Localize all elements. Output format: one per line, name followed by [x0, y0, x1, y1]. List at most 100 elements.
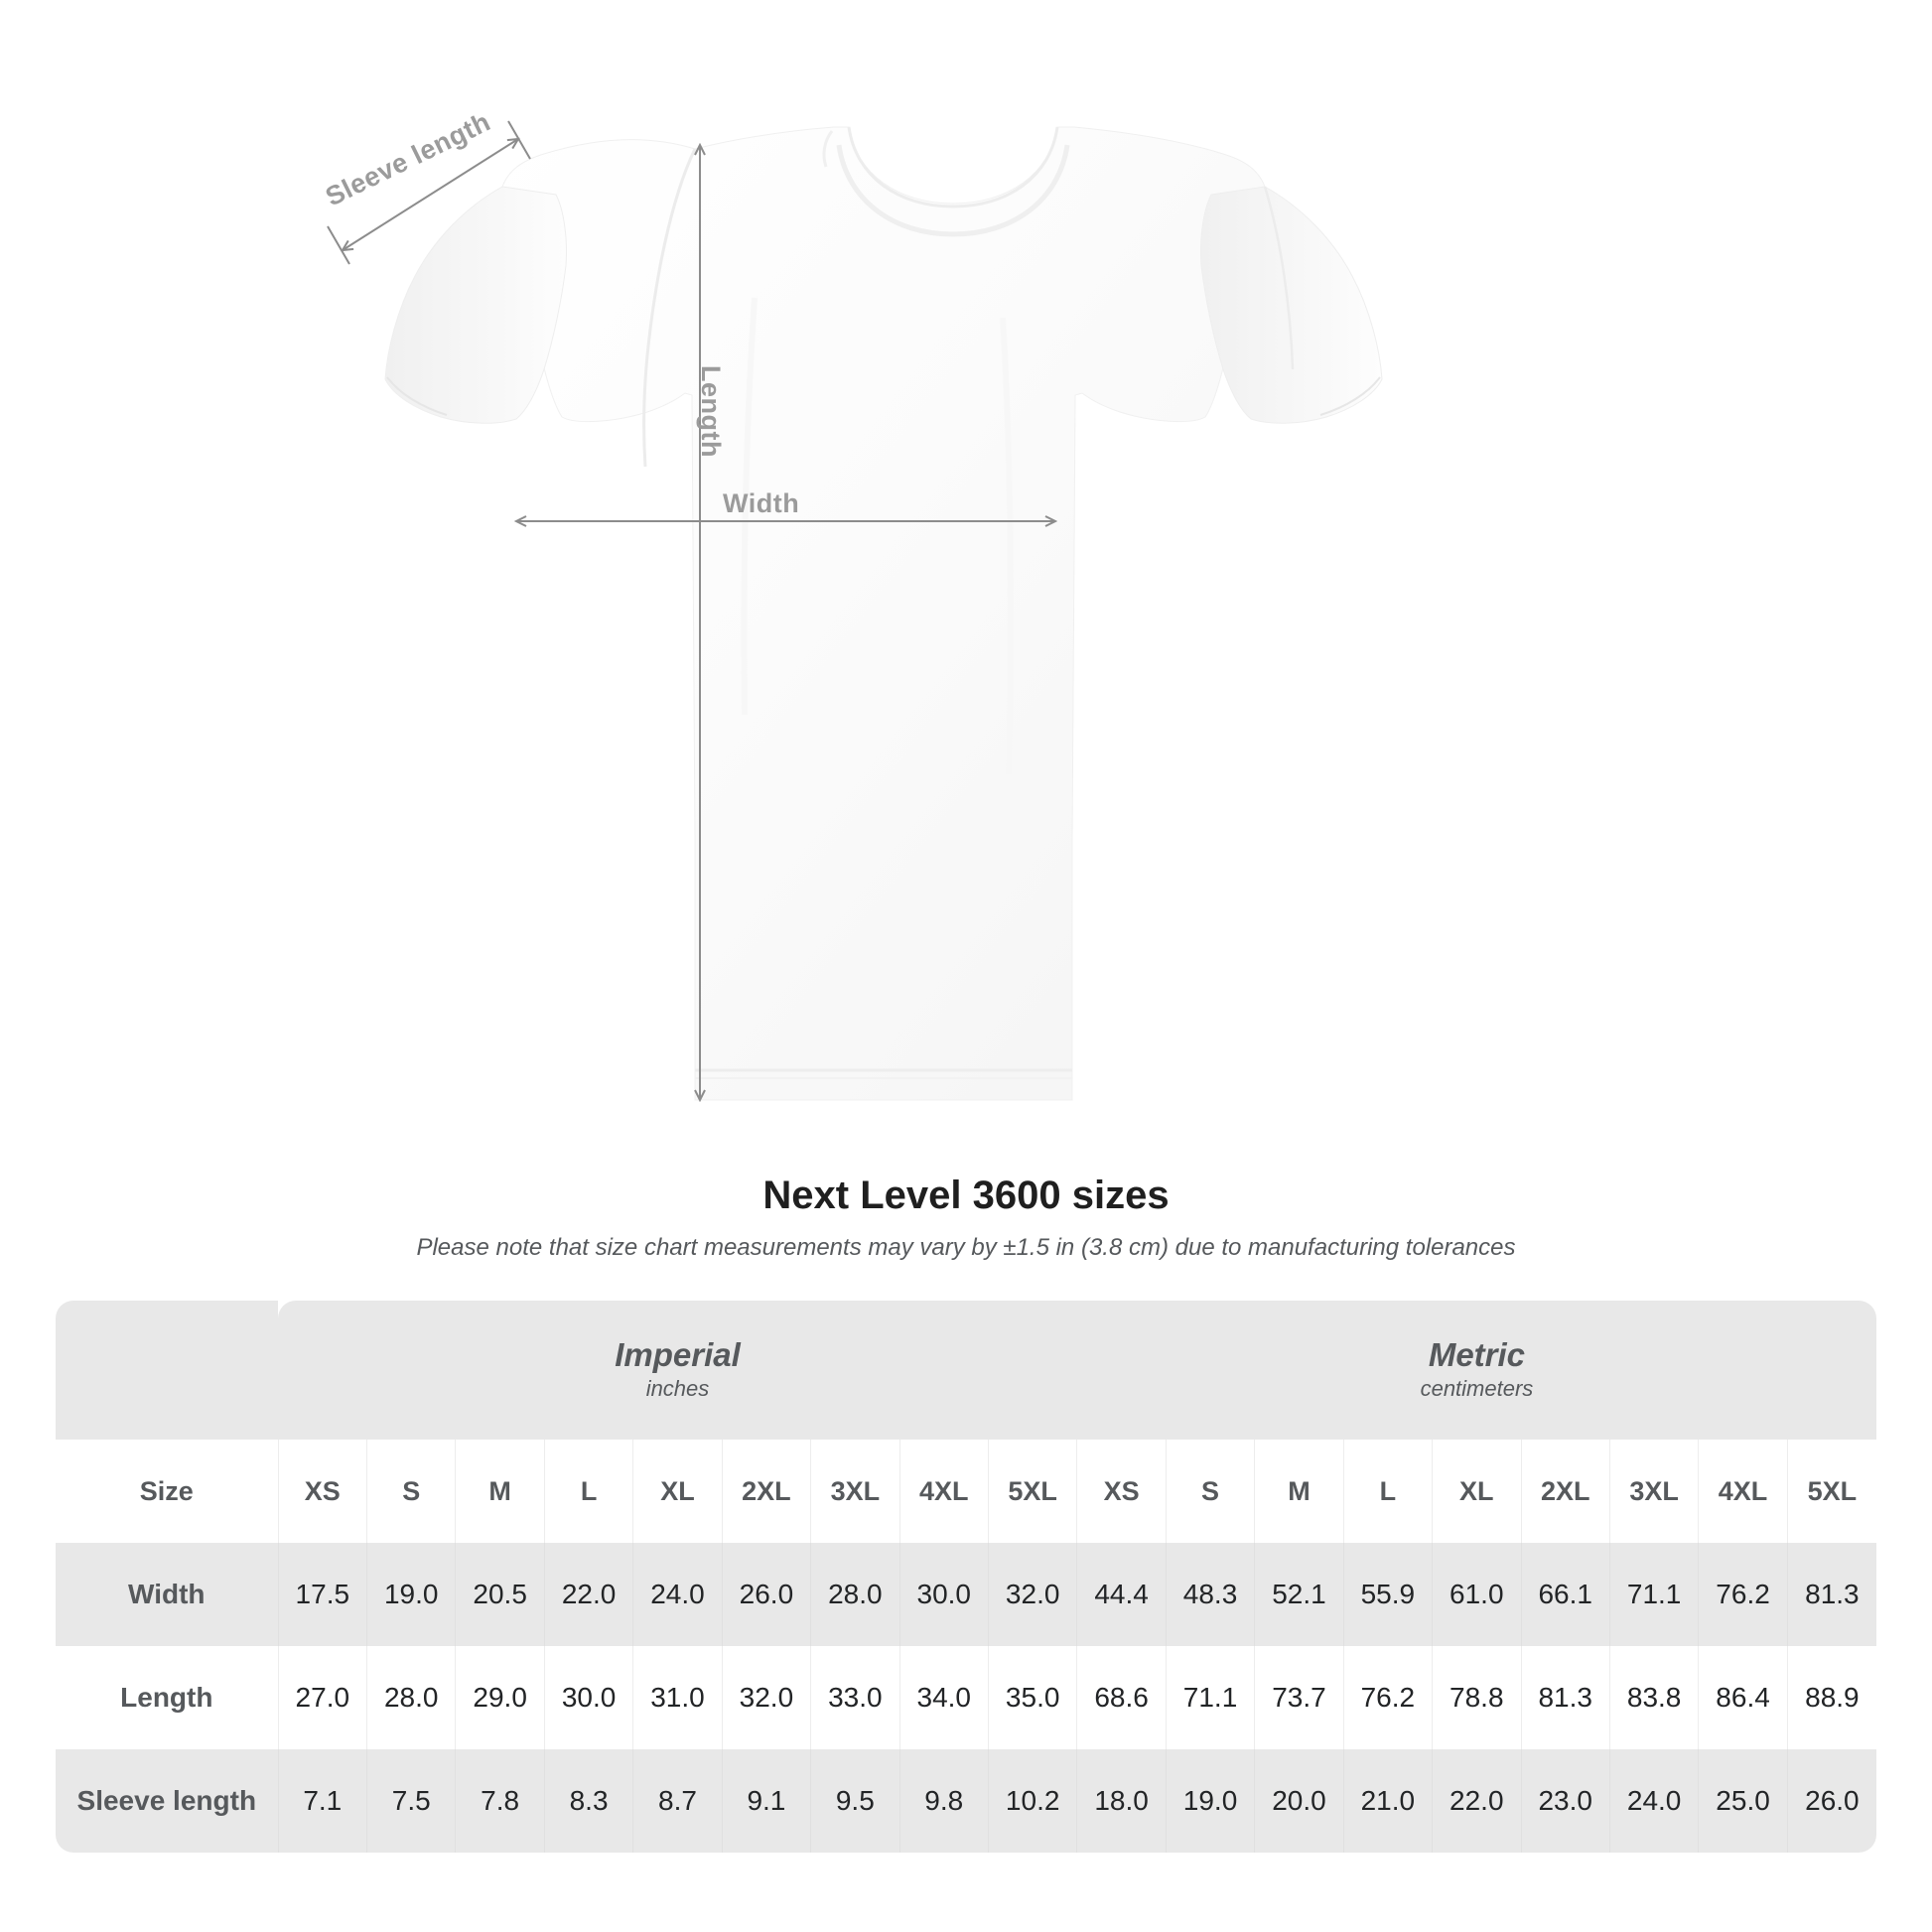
cell: 27.0 — [277, 1646, 367, 1749]
cell: 22.0 — [1432, 1749, 1521, 1853]
cell: 9.5 — [810, 1749, 900, 1853]
row-label: Width — [56, 1543, 279, 1646]
cell: 52.1 — [1254, 1543, 1344, 1646]
size-table-container: Imperial inches Metric centimeters Size … — [56, 1301, 1876, 1853]
width-label: Width — [723, 488, 800, 518]
cell: 61.0 — [1432, 1543, 1521, 1646]
cell: 88.9 — [1786, 1646, 1876, 1749]
column-header: M — [1254, 1440, 1344, 1543]
length-label: Length — [696, 365, 726, 458]
cell: 19.0 — [1165, 1749, 1255, 1853]
cell: 34.0 — [898, 1646, 989, 1749]
cell: 76.2 — [1698, 1543, 1788, 1646]
cell: 23.0 — [1520, 1749, 1610, 1853]
column-header: L — [543, 1440, 633, 1543]
cell: 21.0 — [1342, 1749, 1433, 1853]
cell: 9.8 — [898, 1749, 989, 1853]
column-header: XS — [1076, 1440, 1167, 1543]
cell: 73.7 — [1254, 1646, 1344, 1749]
banner-spacer — [56, 1301, 279, 1440]
row-label: Sleeve length — [56, 1749, 279, 1853]
cell: 26.0 — [721, 1543, 811, 1646]
column-header: XS — [277, 1440, 367, 1543]
sleeve-tick-right — [507, 120, 531, 160]
cell: 55.9 — [1342, 1543, 1433, 1646]
cell: 76.2 — [1342, 1646, 1433, 1749]
imperial-unit-name: Imperial — [615, 1336, 741, 1374]
table-row-width: Width 17.5 19.0 20.5 22.0 24.0 26.0 28.0… — [56, 1543, 1876, 1646]
cell: 44.4 — [1076, 1543, 1167, 1646]
column-header: 4XL — [898, 1440, 989, 1543]
sleeve-tick-left — [327, 225, 350, 265]
unit-banner-row: Imperial inches Metric centimeters — [56, 1301, 1876, 1440]
metric-unit-name: Metric — [1428, 1336, 1526, 1374]
column-header: 4XL — [1698, 1440, 1788, 1543]
column-header: 3XL — [810, 1440, 900, 1543]
cell: 71.1 — [1165, 1646, 1255, 1749]
cell: 24.0 — [1608, 1749, 1699, 1853]
cell: 22.0 — [543, 1543, 633, 1646]
column-header: XL — [1432, 1440, 1521, 1543]
cell: 48.3 — [1165, 1543, 1255, 1646]
tshirt-diagram: Sleeve length Length Width — [321, 106, 1383, 1152]
cell: 35.0 — [987, 1646, 1077, 1749]
cell: 30.0 — [543, 1646, 633, 1749]
cell: 32.0 — [721, 1646, 811, 1749]
cell: 71.1 — [1608, 1543, 1699, 1646]
metric-banner: Metric centimeters — [1076, 1301, 1876, 1440]
tolerance-note: Please note that size chart measurements… — [416, 1234, 1516, 1261]
cell: 68.6 — [1076, 1646, 1167, 1749]
cell: 17.5 — [277, 1543, 367, 1646]
imperial-banner: Imperial inches — [278, 1301, 1077, 1440]
cell: 86.4 — [1698, 1646, 1788, 1749]
imperial-unit-sub: inches — [645, 1376, 710, 1402]
cell: 18.0 — [1076, 1749, 1167, 1853]
cell: 32.0 — [987, 1543, 1077, 1646]
column-header: L — [1342, 1440, 1433, 1543]
tshirt-illustration — [327, 120, 1383, 1152]
cell: 81.3 — [1786, 1543, 1876, 1646]
column-header: 5XL — [987, 1440, 1077, 1543]
sleeve-length-arrow — [343, 139, 518, 250]
cell: 78.8 — [1432, 1646, 1521, 1749]
column-header: 5XL — [1786, 1440, 1876, 1543]
cell: 8.7 — [632, 1749, 723, 1853]
cell: 29.0 — [455, 1646, 545, 1749]
column-header: XL — [632, 1440, 723, 1543]
cell: 83.8 — [1608, 1646, 1699, 1749]
metric-unit-sub: centimeters — [1420, 1376, 1534, 1402]
cell: 8.3 — [543, 1749, 633, 1853]
table-row-length: Length 27.0 28.0 29.0 30.0 31.0 32.0 33.… — [56, 1646, 1876, 1749]
shirt-body — [384, 126, 1383, 1101]
cell: 10.2 — [987, 1749, 1077, 1853]
cell: 81.3 — [1520, 1646, 1610, 1749]
cell: 28.0 — [366, 1646, 456, 1749]
column-header: 2XL — [1520, 1440, 1610, 1543]
cell: 24.0 — [632, 1543, 723, 1646]
column-header: S — [1165, 1440, 1255, 1543]
column-header: M — [455, 1440, 545, 1543]
cell: 33.0 — [810, 1646, 900, 1749]
row-label: Length — [56, 1646, 279, 1749]
cell: 19.0 — [366, 1543, 456, 1646]
size-header-label: Size — [56, 1440, 279, 1543]
column-header: 3XL — [1608, 1440, 1699, 1543]
column-header: S — [366, 1440, 456, 1543]
measurement-lines — [327, 120, 1055, 1100]
page-title: Next Level 3600 sizes — [762, 1173, 1170, 1217]
cell: 25.0 — [1698, 1749, 1788, 1853]
column-header: 2XL — [721, 1440, 811, 1543]
size-table: Imperial inches Metric centimeters Size … — [56, 1301, 1876, 1853]
table-row-sleeve-length: Sleeve length 7.1 7.5 7.8 8.3 8.7 9.1 9.… — [56, 1749, 1876, 1853]
cell: 26.0 — [1786, 1749, 1876, 1853]
cell: 28.0 — [810, 1543, 900, 1646]
cell: 30.0 — [898, 1543, 989, 1646]
table-header-row: Size XS S M L XL 2XL 3XL 4XL 5XL XS S M … — [56, 1440, 1876, 1543]
cell: 20.5 — [455, 1543, 545, 1646]
cell: 66.1 — [1520, 1543, 1610, 1646]
cell: 7.1 — [277, 1749, 367, 1853]
cell: 9.1 — [721, 1749, 811, 1853]
cell: 7.8 — [455, 1749, 545, 1853]
cell: 7.5 — [366, 1749, 456, 1853]
